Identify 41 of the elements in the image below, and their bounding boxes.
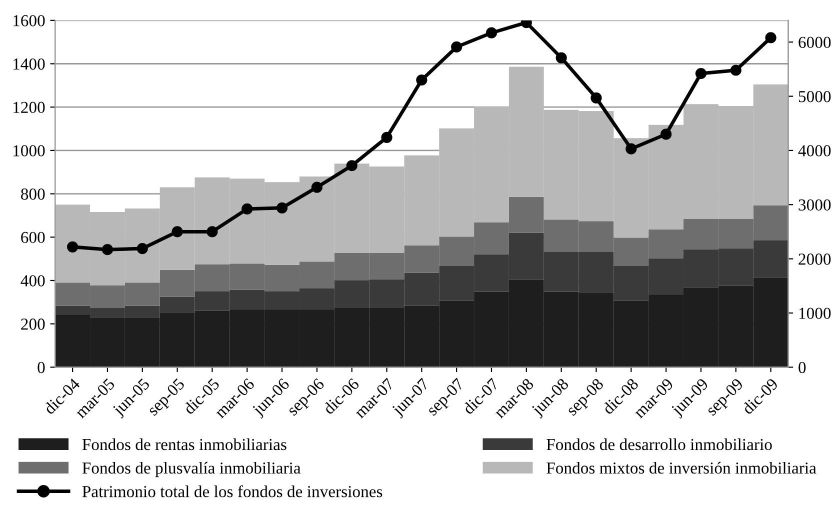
y2-tick-label: 5000 bbox=[798, 90, 831, 102]
legend-label: Fondos de plusvalía inmobiliaria bbox=[82, 462, 301, 478]
y2-tick-label: 2000 bbox=[798, 254, 831, 265]
point bbox=[765, 32, 776, 44]
y2-tick-label: 0 bbox=[798, 362, 806, 374]
y-tick-label: 1000 bbox=[14, 145, 45, 156]
y-tick-label: 1400 bbox=[14, 58, 45, 70]
point bbox=[346, 160, 358, 172]
point bbox=[451, 41, 462, 53]
legend-label: Fondos mixtos de inversión inmobiliaria bbox=[546, 462, 816, 474]
y-tick-label: 400 bbox=[20, 275, 45, 286]
point bbox=[626, 143, 637, 154]
point bbox=[136, 242, 148, 254]
y2-tick-label: 6000 bbox=[798, 36, 831, 48]
point bbox=[172, 226, 183, 238]
y-tick-label: 1200 bbox=[14, 102, 45, 114]
point bbox=[276, 202, 288, 214]
point bbox=[556, 52, 567, 64]
y-tick-label: 800 bbox=[21, 188, 45, 200]
y-tick-label: 0 bbox=[38, 362, 45, 374]
point bbox=[242, 203, 253, 215]
legend-label: Fondos de desarrollo inmobiliario bbox=[546, 438, 772, 450]
point bbox=[67, 241, 78, 252]
point bbox=[416, 74, 428, 86]
y2-tick-label: 4000 bbox=[798, 145, 831, 156]
point bbox=[206, 226, 218, 238]
point bbox=[590, 92, 602, 104]
y2-tick-label: 3000 bbox=[798, 199, 831, 211]
y-tick-label: 200 bbox=[21, 318, 45, 330]
point bbox=[102, 244, 114, 256]
point bbox=[381, 132, 392, 143]
legend-label: Fondos de rentas inmobiliarias bbox=[82, 438, 286, 450]
point bbox=[695, 68, 707, 80]
y-tick-label: 600 bbox=[21, 232, 45, 244]
point bbox=[730, 64, 742, 76]
y2-tick-label: 1000 bbox=[799, 308, 831, 319]
y-tick-label: 1600 bbox=[14, 15, 45, 26]
point bbox=[660, 128, 672, 140]
point bbox=[486, 27, 498, 38]
point bbox=[311, 182, 322, 193]
legend-label: Patrimonio total de los fondos de inversiones bbox=[82, 485, 382, 498]
